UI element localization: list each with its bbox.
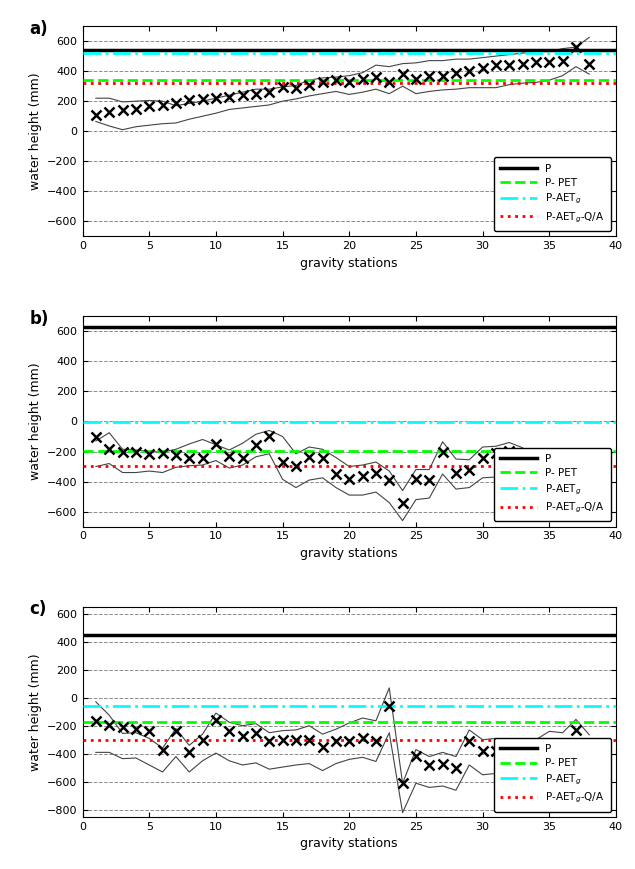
- Text: a): a): [29, 20, 48, 37]
- Legend: P, P- PET, P-AET$_g$, P-AET$_g$-Q/A: P, P- PET, P-AET$_g$, P-AET$_g$-Q/A: [494, 738, 611, 812]
- Y-axis label: water height (mm): water height (mm): [29, 72, 42, 190]
- X-axis label: gravity stations: gravity stations: [300, 547, 398, 560]
- Legend: P, P- PET, P-AET$_g$, P-AET$_g$-Q/A: P, P- PET, P-AET$_g$, P-AET$_g$-Q/A: [494, 448, 611, 521]
- Y-axis label: water height (mm): water height (mm): [29, 362, 42, 481]
- Text: b): b): [29, 310, 49, 328]
- Text: c): c): [29, 600, 46, 618]
- X-axis label: gravity stations: gravity stations: [300, 257, 398, 269]
- Legend: P, P- PET, P-AET$_g$, P-AET$_g$-Q/A: P, P- PET, P-AET$_g$, P-AET$_g$-Q/A: [494, 157, 611, 231]
- Y-axis label: water height (mm): water height (mm): [29, 653, 42, 771]
- X-axis label: gravity stations: gravity stations: [300, 837, 398, 850]
